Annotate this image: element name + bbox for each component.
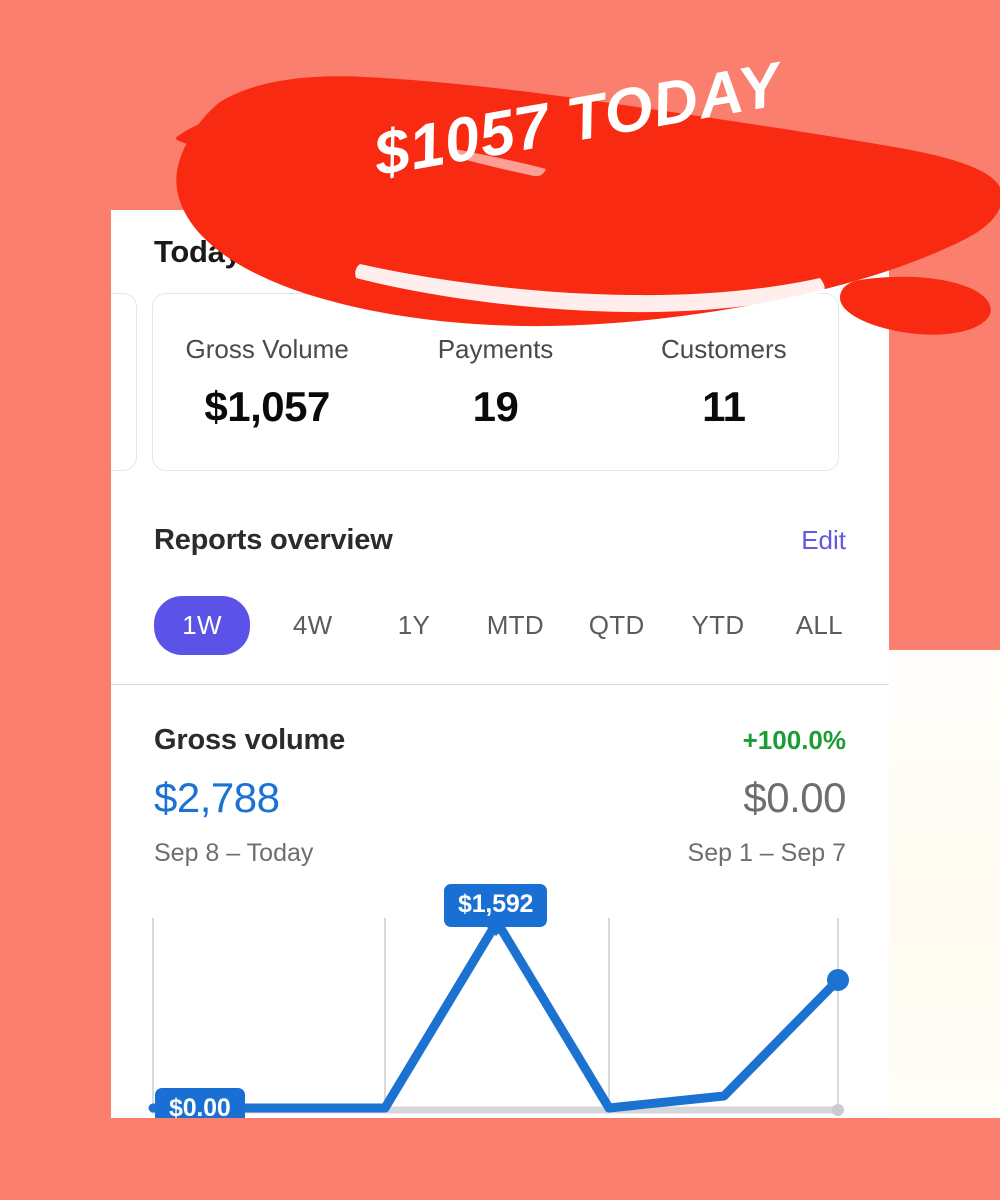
stat-label: Gross Volume <box>185 334 349 364</box>
gross-volume-label: Gross volume <box>154 724 345 756</box>
gross-volume-amount: $2,788 <box>154 774 280 821</box>
gross-volume-series-line <box>148 917 843 1113</box>
chart-peak-tooltip: $1,592 <box>444 884 548 927</box>
tab-1w[interactable]: 1W <box>154 596 250 655</box>
stats-card-peek-left[interactable] <box>111 293 137 471</box>
tab-4w[interactable]: 4W <box>292 610 333 640</box>
stat-customers[interactable]: Customers 11 <box>610 336 838 428</box>
stat-value: 11 <box>702 383 746 430</box>
stat-label: Payments <box>437 334 554 364</box>
gross-volume-range-row: Sep 8 – Today Sep 1 – Sep 7 <box>154 839 846 868</box>
reports-overview-title: Reports overview <box>154 524 393 556</box>
gross-volume-range: Sep 8 – Today <box>154 839 314 867</box>
reports-overview-header: Reports overview Edit <box>154 524 846 557</box>
chart-baseline-tooltip: $0.00 <box>155 1088 245 1118</box>
tab-mtd[interactable]: MTD <box>486 610 544 640</box>
period-tab-bar: 1W 4W 1Y MTD QTD YTD ALL <box>154 596 870 655</box>
tab-qtd[interactable]: QTD <box>588 610 645 640</box>
gross-volume-compare-range: Sep 1 – Sep 7 <box>687 839 846 867</box>
gross-volume-chart[interactable]: $1,592 $0.00 <box>111 880 889 1118</box>
stat-payments[interactable]: Payments 19 <box>381 336 609 428</box>
stat-value: 19 <box>472 383 519 430</box>
tab-ytd[interactable]: YTD <box>691 610 745 640</box>
stat-label: Customers <box>660 334 787 364</box>
dashboard-card: Today Gross Volume $1,057 Payments 19 Cu… <box>111 210 889 1118</box>
stat-value: $1,057 <box>204 383 330 430</box>
edit-reports-link[interactable]: Edit <box>801 525 846 555</box>
gross-volume-summary: Gross volume +100.0% $2,788 $0.00 Sep 8 … <box>154 724 846 868</box>
tab-1y[interactable]: 1Y <box>397 610 431 640</box>
section-divider <box>111 684 889 685</box>
series-end-point-marker <box>827 969 849 991</box>
baseline-end-marker <box>832 1104 844 1116</box>
gross-volume-compare-amount: $0.00 <box>743 774 846 821</box>
gross-volume-amount-row: $2,788 $0.00 <box>154 777 846 819</box>
gross-volume-title-row: Gross volume +100.0% <box>154 724 846 757</box>
page-title: Today <box>154 234 242 269</box>
gross-volume-delta: +100.0% <box>742 725 846 755</box>
adjacent-panel-peek <box>888 650 1000 1118</box>
tab-all[interactable]: ALL <box>795 610 843 640</box>
stat-gross-volume[interactable]: Gross Volume $1,057 <box>153 336 381 428</box>
today-stats-card[interactable]: Gross Volume $1,057 Payments 19 Customer… <box>152 293 839 471</box>
